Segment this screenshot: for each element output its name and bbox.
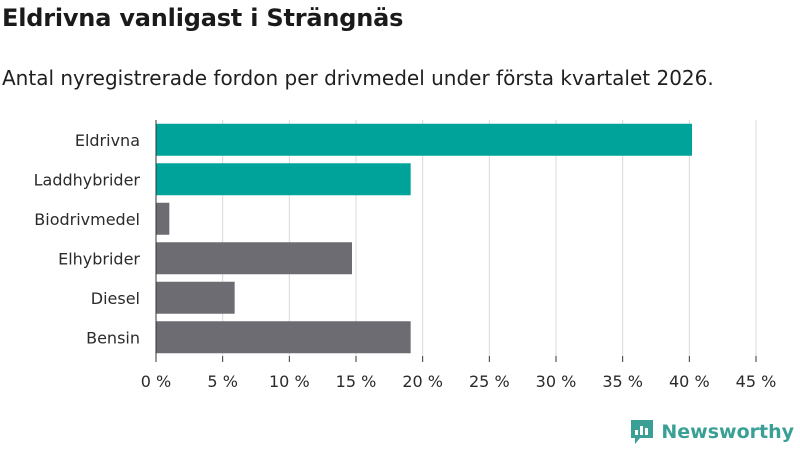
x-tick-label: 5 % — [207, 372, 237, 391]
category-label: Biodrivmedel — [34, 210, 140, 229]
category-label: Diesel — [91, 289, 140, 308]
x-tick-label: 25 % — [469, 372, 510, 391]
bar-diesel — [156, 281, 235, 314]
category-label: Laddhybrider — [34, 170, 141, 189]
category-label: Eldrivna — [75, 131, 140, 150]
grid-lines — [222, 120, 757, 356]
newsworthy-chart-logo-icon — [631, 420, 654, 444]
x-tick-label: 15 % — [336, 372, 377, 391]
bars — [156, 123, 692, 354]
x-tick-label: 45 % — [736, 372, 777, 391]
x-tick-label: 40 % — [669, 372, 710, 391]
chart-title: Eldrivna vanligast i Strängnäs — [2, 4, 404, 32]
category-label: Elhybrider — [58, 249, 140, 268]
brand-logo[interactable]: Newsworthy — [629, 418, 794, 446]
x-tick-label: 0 % — [141, 372, 171, 391]
bar-biodrivmedel — [156, 202, 170, 235]
bar-eldrivna — [156, 123, 692, 156]
x-axis: 0 % 5 % 10 % 15 % 20 % 25 % 30 % 35 % 40 % 45 % — [141, 120, 777, 391]
bar-elhybrider — [156, 242, 352, 275]
brand-name: Newsworthy — [661, 421, 794, 443]
bar-bensin — [156, 321, 411, 354]
chart-subtitle: Antal nyregistrerade fordon per drivmede… — [2, 66, 714, 90]
category-label: Bensin — [86, 328, 140, 347]
x-tick-label: 10 % — [269, 372, 310, 391]
x-tick-label: 20 % — [402, 372, 443, 391]
x-tick-label: 30 % — [536, 372, 577, 391]
bar-laddhybrider — [156, 163, 411, 196]
category-labels: Eldrivna Laddhybrider Biodrivmedel Elhybrid… — [34, 131, 141, 348]
x-tick-label: 35 % — [602, 372, 643, 391]
